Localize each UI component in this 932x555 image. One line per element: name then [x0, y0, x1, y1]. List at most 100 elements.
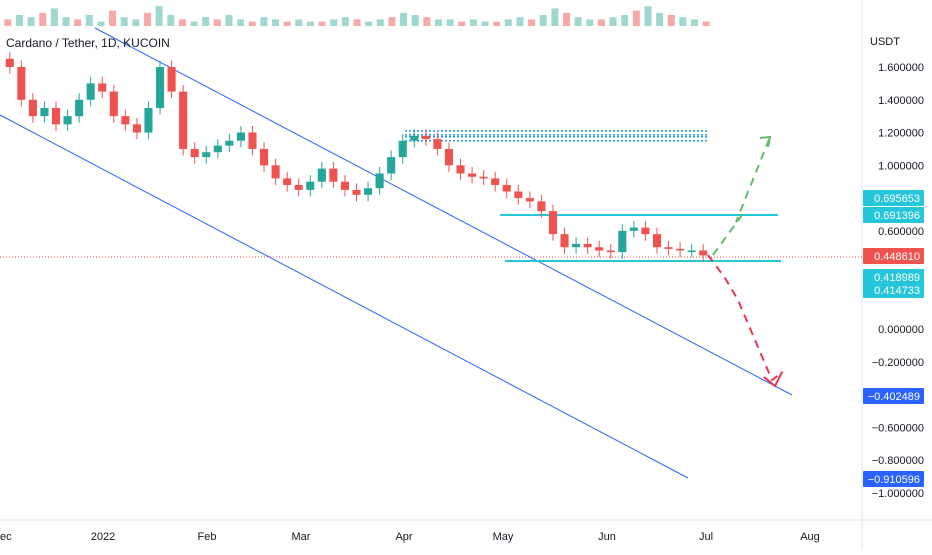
- candle-body: [202, 152, 211, 158]
- volume-bar: [644, 6, 652, 26]
- volume-bar: [679, 17, 687, 26]
- volume-bar: [528, 19, 536, 26]
- y-tick-label: 0.000000: [878, 324, 924, 336]
- volume-bar: [551, 8, 559, 26]
- candle-body: [468, 173, 477, 177]
- volume-bar: [388, 17, 396, 26]
- price-tag-label: 0.691396: [874, 210, 920, 222]
- x-tick-label: Apr: [395, 531, 412, 543]
- candle-body: [375, 173, 384, 189]
- candle-body: [387, 157, 396, 174]
- volume-bar: [423, 17, 431, 26]
- x-tick-label: Aug: [800, 531, 820, 543]
- candle-body: [433, 139, 442, 149]
- candle-body: [664, 247, 673, 249]
- candle-body: [86, 83, 95, 100]
- x-tick-label: Jun: [598, 531, 616, 543]
- projection-down-arrowhead: [763, 371, 783, 388]
- candle-body: [629, 227, 638, 231]
- x-tick-label: Feb: [198, 531, 217, 543]
- price-tag-label: 0.695653: [874, 193, 920, 205]
- volume-bar: [27, 17, 35, 26]
- candle-body: [51, 107, 61, 125]
- price-tag-box: [863, 282, 924, 298]
- volume-bar: [132, 19, 140, 26]
- candle-body: [225, 140, 234, 146]
- volume-bar: [74, 19, 82, 26]
- price-tag-label: 0.448610: [874, 251, 920, 263]
- volume-bar: [225, 15, 233, 26]
- volume-bar: [400, 12, 408, 26]
- volume-bar: [516, 17, 524, 26]
- volume-bar: [109, 10, 117, 26]
- x-tick-label: 2022: [91, 531, 115, 543]
- candle-body: [40, 107, 49, 117]
- x-tick-label: Mar: [292, 531, 311, 543]
- candle-body: [618, 230, 627, 253]
- upper-trendline: [94, 27, 793, 396]
- volume-bar: [609, 17, 617, 26]
- chart-title: Cardano / Tether, 1D, KUCOIN: [6, 36, 170, 50]
- x-tick-label: ec: [0, 531, 12, 543]
- volume-bar: [458, 21, 466, 26]
- price-tag-label: −0.910596: [868, 474, 920, 486]
- volume-bar: [4, 19, 12, 26]
- volume-bar: [493, 21, 501, 26]
- candle-body: [28, 99, 37, 117]
- volume-bar: [213, 19, 221, 26]
- volume-bar: [318, 21, 326, 26]
- candle-body: [421, 135, 430, 140]
- candle-body: [456, 165, 465, 174]
- candle-body: [155, 67, 165, 108]
- candle-body: [132, 124, 141, 133]
- volume-bar: [97, 21, 105, 26]
- price-tag-box: [863, 207, 924, 223]
- volume-bar: [632, 10, 640, 26]
- volume-bar: [411, 15, 419, 26]
- volume-bar: [481, 21, 489, 26]
- candle-body: [121, 116, 130, 125]
- candle-body: [398, 140, 407, 158]
- candle-body: [236, 132, 245, 141]
- candle-body: [537, 201, 546, 212]
- volume-bar: [539, 15, 547, 26]
- volume-bar: [574, 17, 582, 26]
- candle-body: [560, 234, 569, 248]
- candle-body: [179, 91, 188, 149]
- volume-bar: [120, 17, 128, 26]
- candle-body: [583, 243, 592, 248]
- volume-bar: [691, 19, 699, 26]
- volume-bar: [434, 19, 442, 26]
- candle-body: [167, 67, 176, 92]
- candle-body: [606, 250, 615, 253]
- candle-body: [317, 168, 326, 182]
- y-tick-label: 1.400000: [878, 95, 924, 107]
- volume-bar: [50, 8, 58, 26]
- y-tick-label: 0.600000: [878, 226, 924, 238]
- candle-body: [271, 165, 280, 179]
- candle-body: [595, 247, 604, 251]
- candle-body: [329, 168, 338, 182]
- candle-body: [364, 188, 373, 195]
- candle-body: [63, 116, 72, 125]
- candle-body: [676, 248, 685, 251]
- candle-body: [17, 67, 26, 100]
- volume-bar: [341, 17, 349, 26]
- volume-bar: [248, 21, 256, 26]
- candle-body: [283, 178, 292, 185]
- volume-bar: [563, 12, 570, 26]
- candle-body: [98, 83, 107, 92]
- volume-bar: [202, 17, 210, 26]
- volume-bar: [306, 21, 314, 26]
- price-tag-label: 0.418989: [874, 272, 920, 284]
- candle-body: [514, 191, 523, 199]
- volume-bar: [283, 21, 291, 26]
- candle-body: [687, 250, 696, 253]
- candle-body: [444, 148, 454, 166]
- candle-body: [572, 243, 581, 248]
- volume-bar: [237, 19, 245, 26]
- projection-up-path: [712, 136, 771, 256]
- price-tag-box: [863, 471, 924, 487]
